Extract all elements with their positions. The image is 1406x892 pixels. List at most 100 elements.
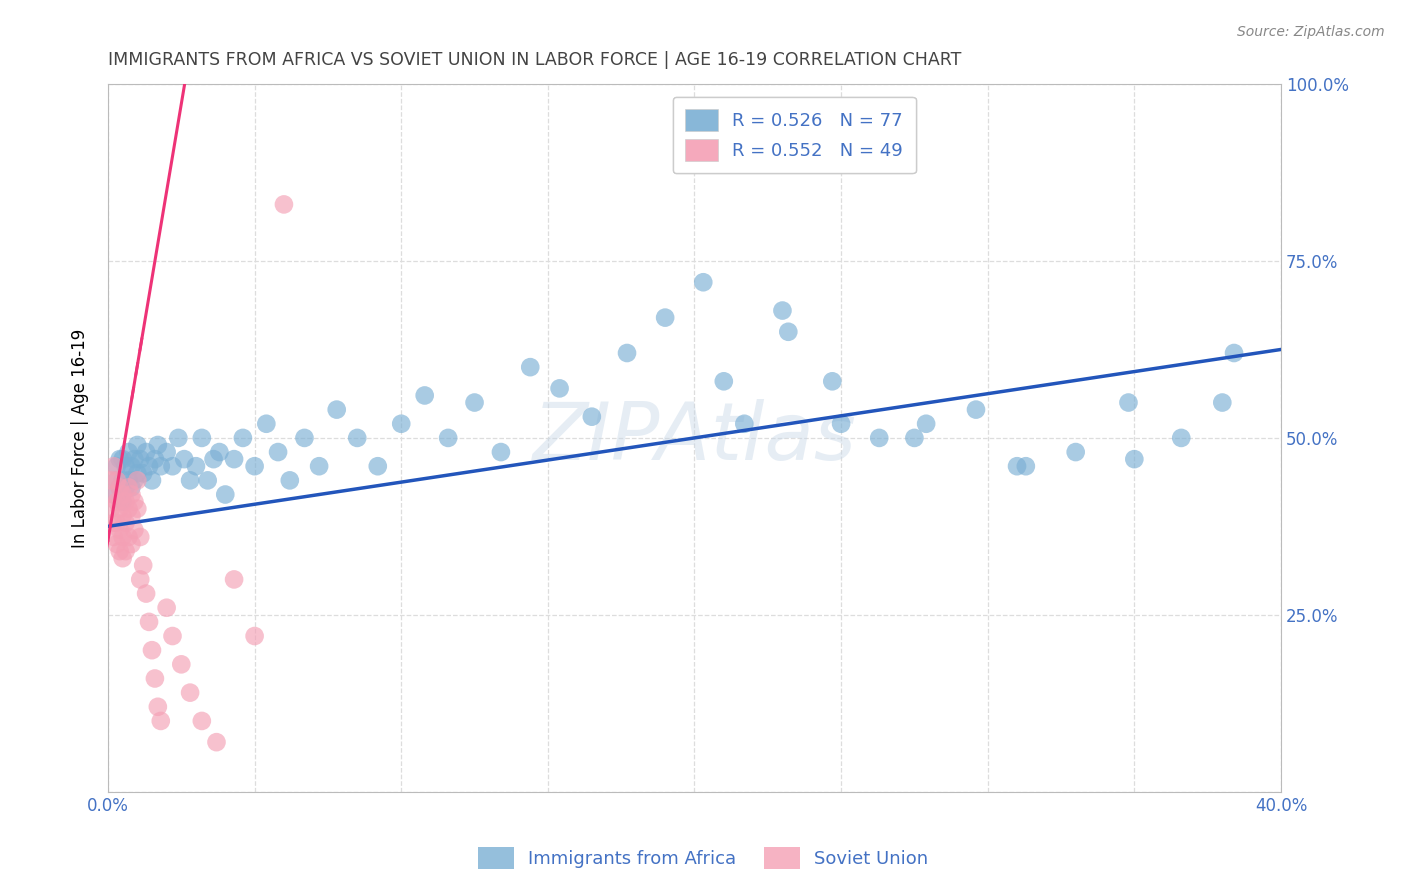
Point <box>903 431 925 445</box>
Point <box>149 459 172 474</box>
Legend: Immigrants from Africa, Soviet Union: Immigrants from Africa, Soviet Union <box>468 838 938 879</box>
Point <box>124 494 146 508</box>
Point <box>138 615 160 629</box>
Point <box>173 452 195 467</box>
Point <box>114 494 136 508</box>
Point <box>778 325 800 339</box>
Legend: R = 0.526   N = 77, R = 0.552   N = 49: R = 0.526 N = 77, R = 0.552 N = 49 <box>672 96 915 173</box>
Point <box>108 480 131 494</box>
Point <box>111 487 134 501</box>
Point <box>208 445 231 459</box>
Point <box>1170 431 1192 445</box>
Point <box>156 445 179 459</box>
Point <box>214 487 236 501</box>
Point <box>138 459 160 474</box>
Point <box>616 346 638 360</box>
Point <box>135 586 157 600</box>
Point <box>127 474 149 488</box>
Point <box>915 417 938 431</box>
Point <box>117 445 139 459</box>
Point <box>105 516 128 530</box>
Point <box>105 474 128 488</box>
Point <box>170 657 193 672</box>
Point <box>105 537 128 551</box>
Point <box>179 474 201 488</box>
Point <box>114 544 136 558</box>
Point <box>519 360 541 375</box>
Point <box>1211 395 1233 409</box>
Point <box>120 537 142 551</box>
Point <box>325 402 347 417</box>
Point <box>114 516 136 530</box>
Text: Source: ZipAtlas.com: Source: ZipAtlas.com <box>1237 25 1385 39</box>
Point <box>733 417 755 431</box>
Point <box>489 445 512 459</box>
Point <box>713 374 735 388</box>
Y-axis label: In Labor Force | Age 16-19: In Labor Force | Age 16-19 <box>72 328 89 548</box>
Point <box>129 452 152 467</box>
Point <box>111 530 134 544</box>
Point <box>103 487 125 501</box>
Point <box>1005 459 1028 474</box>
Point <box>654 310 676 325</box>
Point <box>191 714 214 728</box>
Point <box>111 494 134 508</box>
Point <box>965 402 987 417</box>
Text: IMMIGRANTS FROM AFRICA VS SOVIET UNION IN LABOR FORCE | AGE 16-19 CORRELATION CH: IMMIGRANTS FROM AFRICA VS SOVIET UNION I… <box>108 51 962 69</box>
Point <box>103 487 125 501</box>
Point <box>267 445 290 459</box>
Point <box>437 431 460 445</box>
Point <box>132 467 155 481</box>
Point <box>117 480 139 494</box>
Point <box>124 474 146 488</box>
Point <box>111 551 134 566</box>
Point <box>103 516 125 530</box>
Point <box>308 459 330 474</box>
Point <box>389 417 412 431</box>
Point <box>197 474 219 488</box>
Point <box>108 452 131 467</box>
Point <box>162 459 184 474</box>
Point <box>105 474 128 488</box>
Point <box>117 501 139 516</box>
Point <box>367 459 389 474</box>
Point <box>141 474 163 488</box>
Point <box>1123 452 1146 467</box>
Point <box>108 480 131 494</box>
Point <box>100 474 122 488</box>
Point <box>222 452 245 467</box>
Point <box>114 459 136 474</box>
Point <box>117 474 139 488</box>
Point <box>120 459 142 474</box>
Point <box>254 417 277 431</box>
Point <box>108 523 131 537</box>
Point <box>692 275 714 289</box>
Point <box>222 573 245 587</box>
Point <box>243 629 266 643</box>
Point <box>1118 395 1140 409</box>
Point <box>184 459 207 474</box>
Point <box>1223 346 1246 360</box>
Point <box>103 530 125 544</box>
Point <box>294 431 316 445</box>
Point <box>135 445 157 459</box>
Point <box>273 197 295 211</box>
Point <box>821 374 844 388</box>
Point <box>830 417 852 431</box>
Point <box>120 487 142 501</box>
Point <box>124 452 146 467</box>
Point <box>108 501 131 516</box>
Point <box>191 431 214 445</box>
Point <box>205 735 228 749</box>
Point <box>243 459 266 474</box>
Point <box>156 600 179 615</box>
Point <box>108 544 131 558</box>
Point <box>127 501 149 516</box>
Point <box>120 508 142 523</box>
Point <box>202 452 225 467</box>
Point <box>127 438 149 452</box>
Point <box>149 714 172 728</box>
Point <box>548 381 571 395</box>
Point <box>132 558 155 573</box>
Point <box>117 530 139 544</box>
